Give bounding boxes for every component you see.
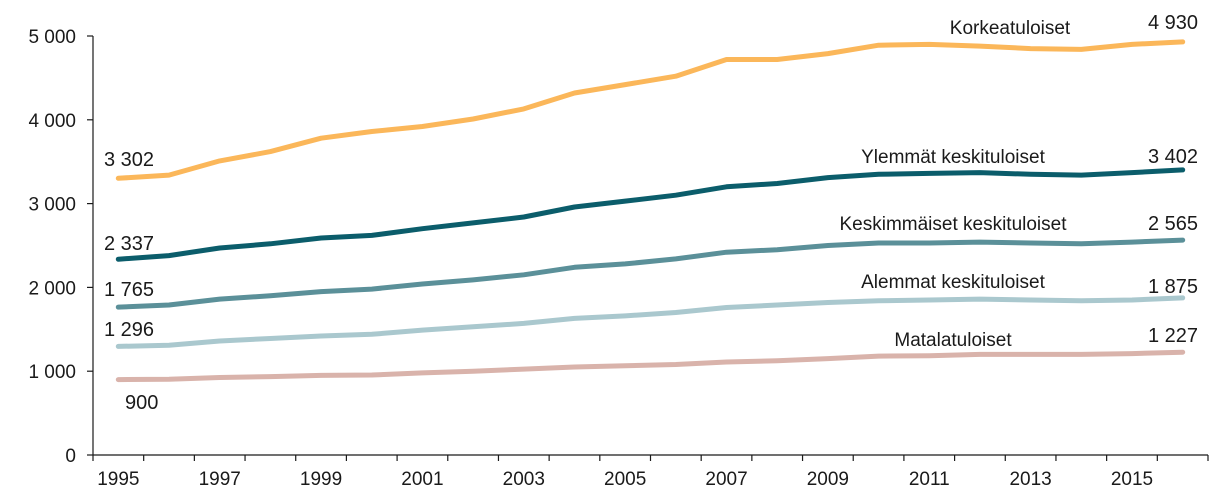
x-tick-label: 2011 [909, 469, 950, 490]
series-start-value: 3 302 [104, 149, 154, 171]
series-end-value: 2 565 [1148, 213, 1198, 235]
y-tick-label: 4 000 [28, 111, 76, 132]
x-tick-label: 1995 [97, 469, 139, 490]
x-tick-label: 2009 [807, 469, 849, 490]
x-tick-label: 2005 [604, 469, 646, 490]
series-line [115, 295, 1186, 349]
series-start-value: 1 765 [104, 279, 154, 301]
x-tick-label: 2013 [1009, 469, 1051, 490]
series-lines [115, 39, 1186, 383]
x-tick-label: 2015 [1111, 469, 1153, 490]
series-line [115, 349, 1186, 383]
series-line [115, 237, 1186, 310]
series-name-label: Keskimmäiset keskituloiset [839, 214, 1067, 235]
series-line [115, 39, 1186, 181]
x-tick-label: 2003 [503, 469, 545, 490]
series-end-value: 3 402 [1148, 146, 1198, 168]
y-tick-label: 5 000 [28, 27, 76, 48]
series-name-label: Matalatuloiset [894, 330, 1012, 351]
series-name-label: Alemmat keskituloiset [861, 272, 1045, 293]
series-start-value: 900 [125, 392, 158, 414]
series-name-label: Korkeatuloiset [950, 18, 1071, 39]
series-name-label: Ylemmät keskituloiset [861, 147, 1045, 168]
x-tick-label: 1999 [300, 469, 342, 490]
y-tick-label: 1 000 [28, 362, 76, 383]
series-end-value: 1 875 [1148, 276, 1198, 298]
series-start-value: 1 296 [104, 319, 154, 341]
x-tick-label: 1997 [199, 469, 241, 490]
series-end-value: 4 930 [1148, 12, 1198, 34]
series-line [115, 167, 1186, 262]
axes: 0 1 000 2 000 3 000 4 000 5 000 1995 1997 1999 20… [28, 27, 1209, 490]
series-annotations: Korkeatuloiset 3 302 4 930 Ylemmät keskitul… [104, 12, 1198, 414]
y-tick-label: 0 [65, 446, 76, 467]
y-tick-label: 2 000 [28, 278, 76, 299]
x-tick-label: 2001 [401, 469, 443, 490]
y-tick-label: 3 000 [28, 195, 76, 216]
x-tick-label: 2007 [705, 469, 747, 490]
series-end-value: 1 227 [1148, 325, 1198, 347]
series-start-value: 2 337 [104, 233, 154, 255]
